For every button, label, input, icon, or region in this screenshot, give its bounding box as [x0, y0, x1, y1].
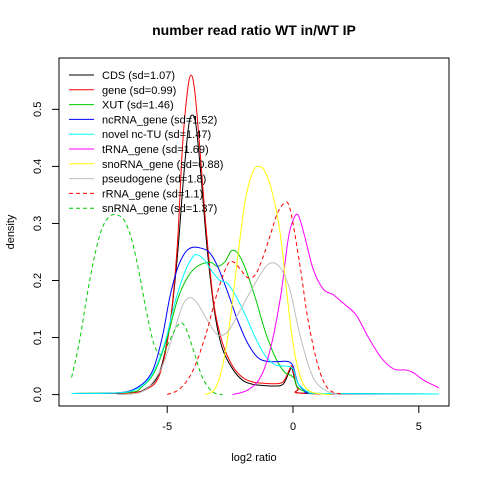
y-tick-label: 0.4 [32, 159, 44, 174]
series-line [71, 254, 439, 395]
legend-label: snRNA_gene (sd=1.37) [102, 203, 217, 215]
x-tick-label: -5 [162, 421, 172, 433]
x-tick-label: 5 [416, 421, 422, 433]
legend-label: gene (sd=0.99) [102, 85, 176, 97]
series-line [232, 213, 440, 396]
chart-title: number read ratio WT in/WT IP [152, 22, 356, 38]
x-axis: -5 0 5 [162, 405, 422, 433]
x-tick-label: 0 [290, 421, 296, 433]
y-tick-label: 0.0 [32, 387, 44, 402]
y-tick-label: 0.3 [32, 216, 44, 231]
legend: CDS (sd=1.07) gene (sd=0.99) XUT (sd=1.46)… [69, 70, 223, 215]
series-line [71, 249, 439, 395]
series-line [116, 262, 344, 396]
series-line [71, 214, 223, 396]
series-line [71, 74, 439, 395]
legend-label: pseudogene (sd=1.8) [102, 174, 206, 186]
x-axis-label: log2 ratio [231, 452, 276, 464]
series-line [166, 201, 344, 396]
y-axis: 0.0 0.1 0.2 0.3 0.4 0.5 [32, 102, 60, 402]
legend-label: XUT (sd=1.46) [102, 100, 174, 112]
series-line [204, 165, 331, 396]
y-tick-label: 0.5 [32, 102, 44, 117]
legend-label: tRNA_gene (sd=1.69) [102, 144, 209, 156]
legend-label: rRNA_gene (sd=1.1) [102, 188, 203, 200]
legend-label: snoRNA_gene (sd=0.88) [102, 159, 223, 171]
series-layer [71, 74, 440, 396]
y-tick-label: 0.2 [32, 273, 44, 288]
series-line [71, 246, 439, 395]
y-tick-label: 0.1 [32, 330, 44, 345]
legend-label: ncRNA_gene (sd=1.52) [102, 114, 217, 126]
legend-label: CDS (sd=1.07) [102, 70, 175, 82]
legend-label: novel nc-TU (sd=1.47) [102, 129, 211, 141]
series-line [71, 114, 439, 395]
y-axis-label: density [5, 214, 17, 249]
